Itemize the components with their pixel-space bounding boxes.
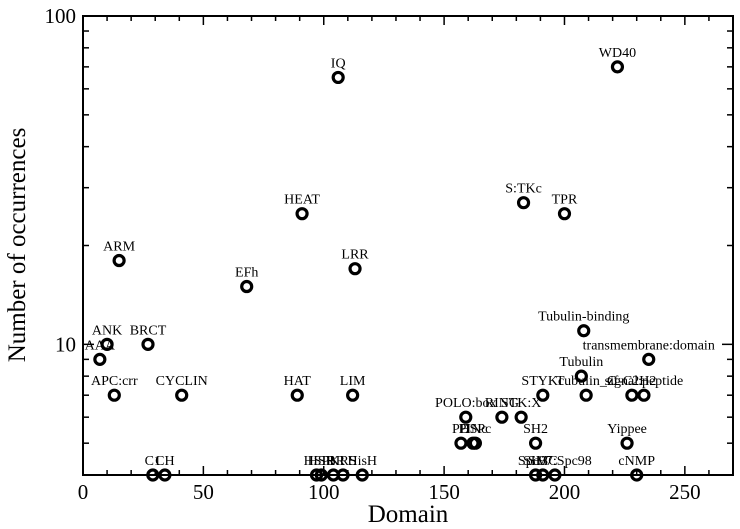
data-point	[468, 436, 483, 450]
point-label: ARM	[103, 240, 135, 255]
x-axis-label: Domain	[368, 501, 449, 528]
point-label: C1	[145, 454, 161, 469]
point-label: zf-C2H2	[607, 374, 656, 389]
point-label: PH	[452, 422, 470, 437]
data-point	[642, 352, 656, 366]
point-label: STK:X	[501, 396, 541, 411]
data-point	[610, 60, 625, 74]
point-label: Tubulin_C	[556, 374, 616, 389]
data-point	[528, 436, 543, 450]
point-label: HAT	[284, 374, 312, 389]
data-point	[141, 337, 155, 351]
point-label: Spc97:Spc98	[518, 454, 592, 469]
point-label: LIM	[340, 374, 366, 389]
data-point	[536, 468, 550, 482]
point-label: Tubulin-binding	[538, 310, 629, 325]
x-tick-label: 0	[78, 480, 89, 504]
y-axis-label: Number of occurrences	[4, 128, 31, 363]
data-point	[536, 388, 550, 402]
point-label: HSP	[304, 454, 330, 469]
point-label: CYCLIN	[156, 374, 208, 389]
point-label: TPR	[552, 193, 578, 208]
data-point	[454, 436, 468, 450]
data-point	[290, 388, 304, 402]
data-point	[100, 337, 114, 351]
point-label: PINc	[459, 422, 488, 437]
data-point	[93, 352, 107, 366]
point-label: S:TKc	[505, 182, 542, 197]
data-point	[637, 388, 651, 402]
point-label: Tubulin	[559, 355, 603, 370]
data-point	[107, 388, 121, 402]
data-point	[574, 369, 588, 383]
point-label: WD40	[599, 46, 636, 61]
point-label: POLO:box	[435, 396, 496, 411]
point-label: APC:crr	[91, 374, 138, 389]
point-label: DSPc	[459, 422, 491, 437]
data-point	[355, 468, 369, 482]
point-label: RING	[485, 396, 519, 411]
point-label: HisH	[347, 454, 377, 469]
point-label: BRCT	[130, 323, 167, 338]
data-point	[557, 207, 572, 221]
point-label: HEAT	[284, 193, 320, 208]
point-label: Yippee	[607, 422, 647, 437]
data-point	[577, 324, 591, 338]
point-label: STYKc	[521, 374, 564, 389]
x-tick-label: 200	[549, 480, 581, 504]
x-tick-label: 50	[193, 480, 214, 504]
data-point	[175, 388, 189, 402]
data-point	[516, 196, 531, 210]
x-tick-label: 250	[669, 480, 701, 504]
data-point	[630, 468, 644, 482]
data-point	[295, 207, 309, 221]
point-label: signal:peptide	[605, 374, 684, 389]
data-point	[348, 262, 362, 276]
point-label: cNMP	[618, 454, 655, 469]
data-point	[331, 70, 345, 85]
point-label: HSR	[308, 454, 336, 469]
data-point	[579, 388, 593, 402]
data-point	[158, 468, 172, 482]
point-label: IQ	[331, 56, 346, 71]
point-label: SH2	[523, 422, 548, 437]
y-tick-label: 100	[45, 4, 77, 28]
data-point	[625, 388, 639, 402]
point-label: KRS	[329, 454, 356, 469]
data-point	[459, 410, 473, 424]
x-tick-label: 150	[428, 480, 460, 504]
data-point	[336, 468, 350, 482]
point-label: transmembrane:domain	[583, 338, 715, 353]
data-point	[314, 468, 328, 482]
data-point	[112, 253, 126, 268]
y-tick-label: 10	[55, 332, 76, 356]
data-point	[346, 388, 360, 402]
data-point	[495, 410, 509, 424]
data-point	[514, 410, 528, 424]
x-tick-label: 100	[308, 480, 340, 504]
data-point	[548, 468, 562, 482]
point-label: SH3	[523, 454, 548, 469]
point-label: ANK	[92, 323, 122, 338]
point-label: LRR	[341, 248, 369, 263]
data-points: AAAANKAPC:crrARMBRCTC1CHCYCLINEFhHATHEAT…	[85, 46, 715, 482]
axis-ticks: 0 50 100 150 200 250 10 100	[45, 4, 733, 504]
point-label: CH	[155, 454, 174, 469]
data-point	[620, 436, 634, 450]
plot-frame	[82, 15, 734, 476]
point-label: IBR	[322, 454, 346, 469]
data-point	[146, 468, 160, 482]
data-point	[309, 468, 324, 482]
data-point	[240, 279, 254, 294]
data-point	[528, 468, 543, 482]
point-label: EFh	[235, 266, 258, 281]
point-label: SMC	[528, 454, 558, 469]
